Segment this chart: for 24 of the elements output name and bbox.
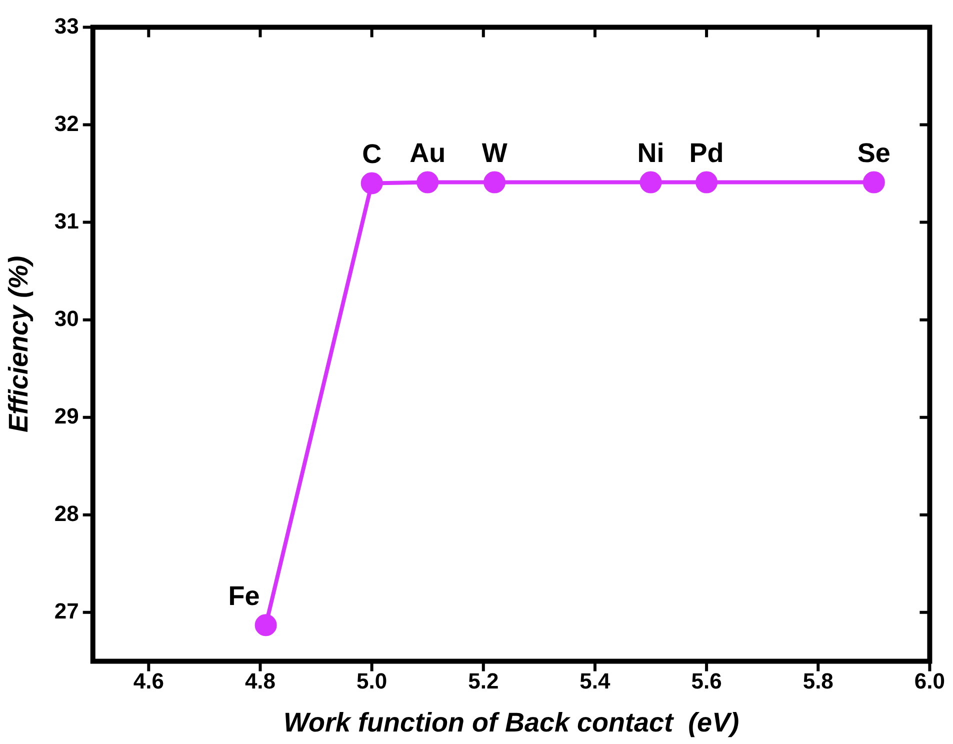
x-tick-label: 4.6 (133, 668, 164, 694)
y-tick-label: 28 (54, 500, 79, 526)
x-tick-label: 5.0 (356, 668, 388, 694)
x-tick-label: 5.4 (580, 668, 612, 694)
x-tick-label: 6.0 (914, 668, 946, 694)
annotation: C (362, 139, 382, 170)
annotation: Se (857, 138, 890, 168)
x-tick-label: 5.2 (468, 668, 499, 694)
annotation: W (482, 138, 508, 168)
annotation: Pd (689, 138, 724, 168)
y-tick-label: 32 (54, 110, 79, 136)
y-tick-label: 30 (54, 306, 79, 331)
x-axis-title: Work function of Back contact (eV) (284, 707, 740, 738)
y-tick-label: 31 (54, 208, 79, 234)
x-tick-label: 4.8 (244, 668, 276, 694)
y-tick-label: 33 (54, 13, 79, 38)
y-tick-label: 27 (54, 598, 79, 624)
annotation: Fe (228, 581, 260, 612)
y-tick-label: 29 (54, 403, 79, 428)
annotation: Ni (637, 138, 664, 168)
x-tick-label: 5.8 (802, 668, 834, 694)
y-axis-title: Efficiency (%) (4, 256, 34, 432)
x-tick-label: 5.6 (691, 668, 722, 694)
annotation: Au (410, 138, 446, 168)
